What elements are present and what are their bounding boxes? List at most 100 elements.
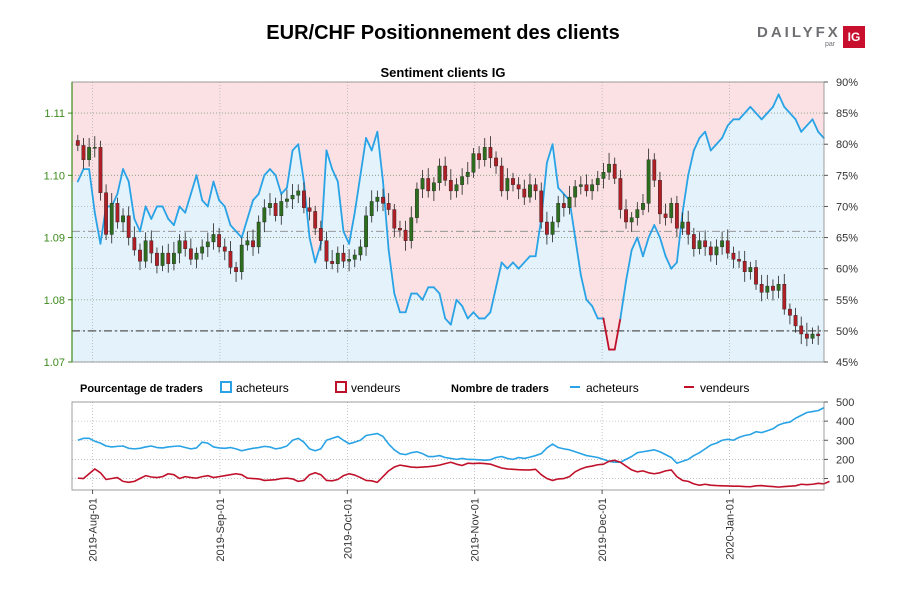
candle-up xyxy=(454,184,459,192)
sentiment-segment xyxy=(76,168,85,183)
sentiment-segment xyxy=(444,317,452,326)
sentiment-segment xyxy=(506,261,514,270)
sentiment-segment xyxy=(393,292,401,314)
sentiment-segment xyxy=(201,199,209,208)
date-tick-label: 2019-Oct-01 xyxy=(342,498,354,559)
sentiment-segment xyxy=(314,242,322,264)
traders-series xyxy=(77,407,830,488)
sentiment-segment xyxy=(139,205,147,233)
candle-up xyxy=(550,221,555,235)
candle-up xyxy=(194,252,199,260)
candle-up xyxy=(556,203,561,223)
sentiment-segment xyxy=(122,168,130,183)
candle-down xyxy=(330,261,335,264)
candle-down xyxy=(188,248,193,260)
sell-zone-area xyxy=(72,82,824,350)
candle-down xyxy=(703,240,708,248)
candle-up xyxy=(431,182,436,192)
candle-up xyxy=(205,241,210,248)
sentiment-segment xyxy=(416,292,424,301)
sentiment-segment xyxy=(376,130,384,183)
price-tick-label: 1.09 xyxy=(44,233,65,245)
candle-down xyxy=(539,190,544,223)
candle-up xyxy=(200,246,205,254)
sentiment-segment xyxy=(212,180,221,202)
price-tick-label: 1.07 xyxy=(44,357,65,369)
candle-down xyxy=(273,203,278,216)
sentiment-segment xyxy=(365,137,373,152)
sentiment-segment xyxy=(512,261,520,270)
sentiment-segment xyxy=(642,236,650,258)
candle-down xyxy=(742,261,747,272)
candle-down xyxy=(612,163,617,179)
candle-down xyxy=(392,209,397,229)
sentiment-segment xyxy=(93,211,102,245)
sentiment-segment xyxy=(743,105,752,115)
main-plot-frame xyxy=(71,81,825,363)
sentiment-segment xyxy=(772,93,780,108)
sentiment-segment xyxy=(370,130,379,152)
sentiment-segment xyxy=(472,311,480,320)
traders-tick-label: 400 xyxy=(836,416,854,428)
sentiment-segment xyxy=(297,143,305,183)
main-plot-background xyxy=(72,82,824,362)
candle-up xyxy=(92,147,97,149)
sentiment-segment xyxy=(274,174,283,195)
candle-down xyxy=(448,180,453,192)
candle-up xyxy=(369,201,374,216)
price-tick-label: 1.10 xyxy=(44,170,65,182)
percent-tick-label: 55% xyxy=(836,295,858,307)
candle-down xyxy=(149,240,154,254)
candle-up xyxy=(595,178,600,185)
sentiment-segment xyxy=(534,217,543,258)
sentiment-segment xyxy=(387,249,396,295)
candle-up xyxy=(279,201,284,216)
sentiment-series xyxy=(76,93,825,351)
candle-down xyxy=(341,252,346,262)
candle-down xyxy=(499,165,504,192)
candle-up xyxy=(567,196,572,208)
percent-tick-label: 70% xyxy=(836,201,858,213)
sentiment-segment xyxy=(359,137,367,177)
candle-up xyxy=(641,203,645,210)
candle-down xyxy=(759,284,764,293)
percent-tick-label: 90% xyxy=(836,77,858,89)
sentiment-segment xyxy=(811,118,820,133)
candle-up xyxy=(415,188,419,218)
date-tick-label: 2020-Jan-01 xyxy=(724,498,736,560)
sentiment-segment xyxy=(246,199,254,220)
candle-down xyxy=(788,308,792,316)
candle-down xyxy=(793,315,798,327)
candle-up xyxy=(239,244,244,272)
candle-up xyxy=(629,217,634,223)
candle-down xyxy=(516,184,521,190)
percent-tick-label: 80% xyxy=(836,139,858,151)
candle-up xyxy=(409,217,414,241)
candle-down xyxy=(488,147,493,159)
sentiment-segment xyxy=(783,105,791,115)
sentiment-segment xyxy=(189,174,198,195)
sentiment-segment xyxy=(178,205,187,214)
candle-up xyxy=(680,221,685,229)
candle-down xyxy=(691,234,696,249)
sentiment-segment xyxy=(800,124,808,133)
candle-up xyxy=(437,165,442,183)
sentiment-segment xyxy=(167,217,175,227)
buy-zone-area xyxy=(72,94,824,362)
candle-up xyxy=(748,267,753,272)
sentiment-segment xyxy=(721,124,729,139)
candle-down xyxy=(222,246,227,252)
candle-up xyxy=(177,240,182,254)
sellers-count-line xyxy=(77,459,830,488)
candle-down xyxy=(398,228,402,231)
candle-up xyxy=(87,147,92,160)
sentiment-segment xyxy=(579,273,588,301)
traders-tick-label: 100 xyxy=(836,474,854,486)
candle-up xyxy=(121,215,125,223)
candle-down xyxy=(545,221,549,235)
sentiment-segment xyxy=(709,143,718,152)
candle-up xyxy=(375,196,380,202)
main-plot-grid xyxy=(72,81,824,363)
price-tick-label: 1.11 xyxy=(44,108,65,120)
